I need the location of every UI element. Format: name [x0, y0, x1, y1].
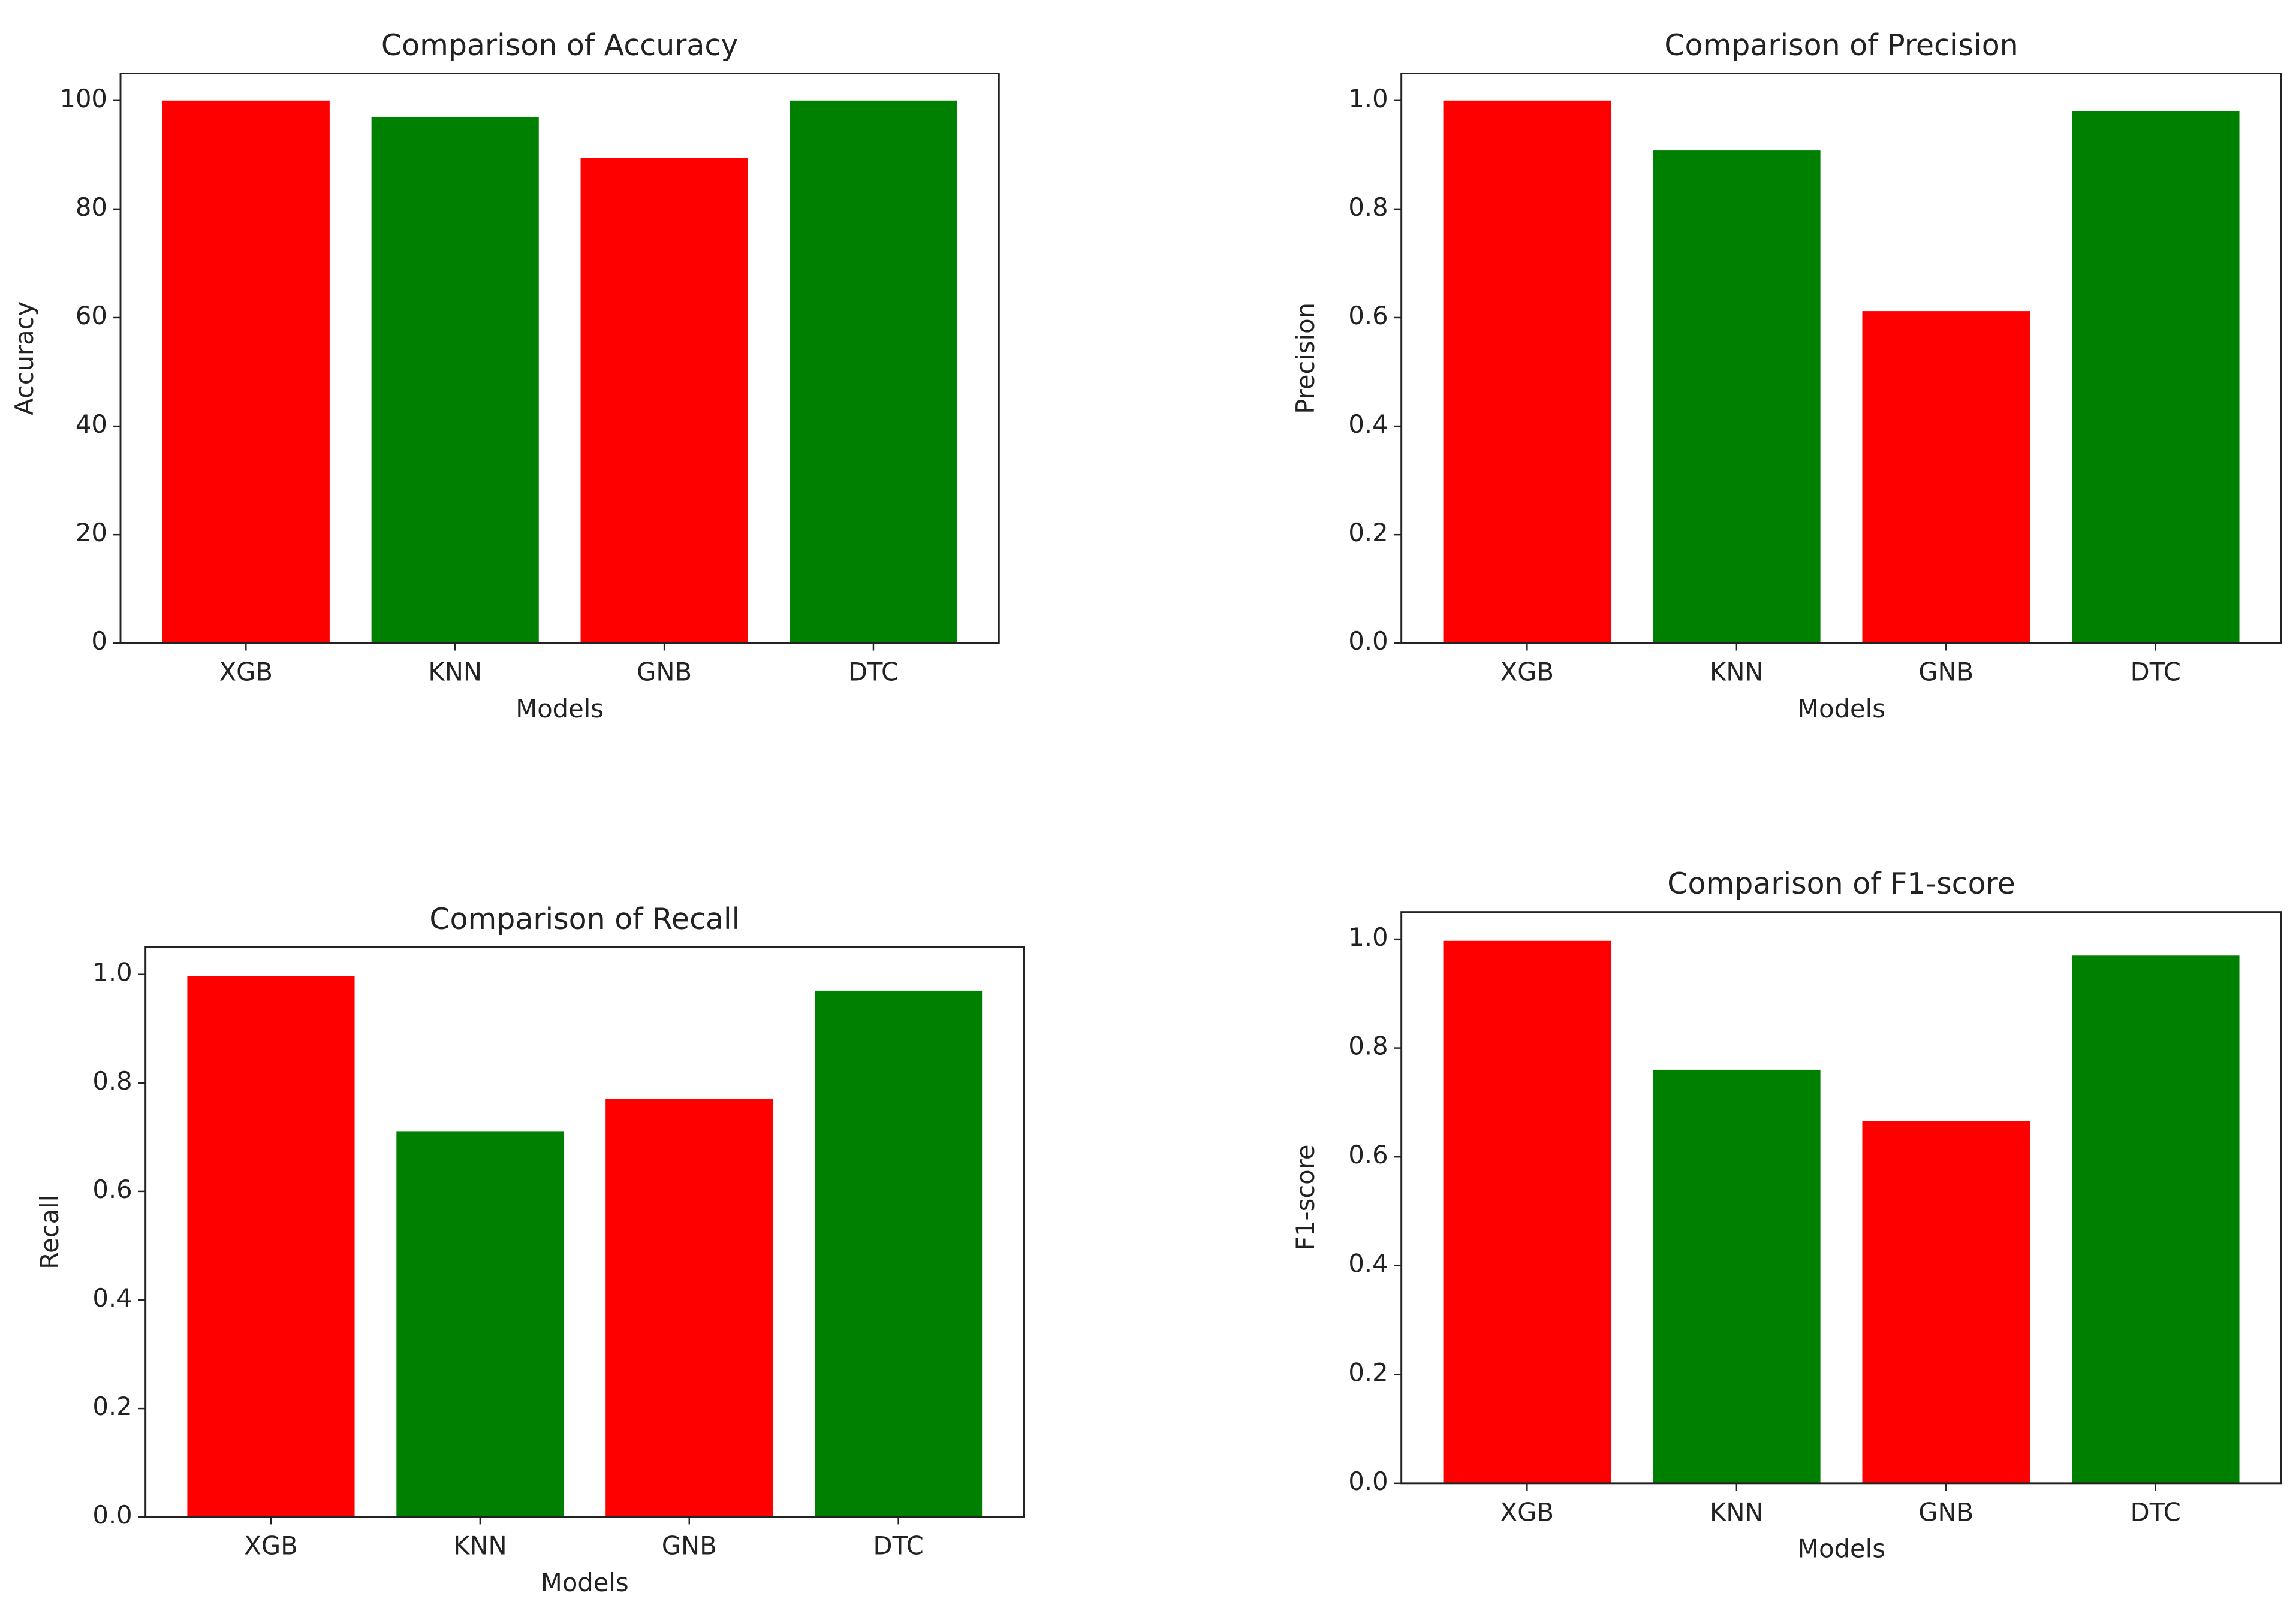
- y-tick-label: 0.0: [1348, 1467, 1388, 1496]
- x-tick-label: DTC: [848, 657, 899, 687]
- x-tick-label: GNB: [1918, 657, 1973, 687]
- plot-frame: [119, 73, 1000, 644]
- x-axis-label: Models: [541, 1568, 629, 1597]
- x-tick-label: KNN: [1710, 1497, 1764, 1526]
- bar: [815, 990, 983, 1518]
- y-tick-label: 0.8: [1348, 192, 1388, 222]
- plot-frame: [144, 946, 1025, 1518]
- chart: 0 20 40 60 80 100 XGB KNN GNB DTC Comparison of Ac…: [10, 28, 1000, 723]
- y-axis-label: Precision: [1291, 303, 1320, 414]
- y-tick-label: 0.8: [1348, 1031, 1388, 1061]
- y-tick-label: 60: [76, 301, 107, 330]
- y-axis-label: F1-score: [1291, 1145, 1320, 1251]
- y-tick-label: 0.4: [92, 1283, 132, 1313]
- bar: [1443, 100, 1611, 644]
- y-tick-label: 1.0: [92, 958, 132, 987]
- y-tick-label: 0.0: [92, 1500, 132, 1529]
- chart: 0.0 0.2 0.4 0.6 0.8 1.0 XGB KNN GNB DTC Comparison…: [1291, 28, 2282, 723]
- bar: [1862, 311, 2030, 644]
- x-axis-label: Models: [1797, 694, 1885, 723]
- bar: [396, 1131, 564, 1518]
- y-tick-label: 0: [91, 626, 107, 656]
- bar: [2071, 110, 2240, 644]
- y-tick-label: 80: [76, 192, 107, 222]
- x-axis-label: Models: [516, 694, 604, 723]
- plot-frame: [1400, 911, 2282, 1485]
- y-tick-label: 0.2: [92, 1392, 132, 1421]
- y-tick-label: 0.4: [1348, 409, 1388, 439]
- y-axis-label: Accuracy: [10, 301, 39, 415]
- bar: [790, 100, 957, 644]
- y-tick-label: 20: [76, 518, 107, 547]
- bar: [605, 1099, 773, 1518]
- y-tick-label: 1.0: [1348, 922, 1388, 952]
- chart-title: Comparison of F1-score: [1667, 867, 2015, 901]
- bar: [580, 158, 748, 644]
- x-tick-label: DTC: [2131, 657, 2181, 687]
- x-tick-label: XGB: [1500, 1497, 1554, 1526]
- chart-title: Comparison of Accuracy: [381, 28, 738, 62]
- y-tick-label: 0.2: [1348, 1357, 1388, 1387]
- y-tick-label: 1.0: [1348, 84, 1388, 113]
- x-tick-label: GNB: [637, 657, 692, 687]
- chart-title: Comparison of Precision: [1664, 28, 2018, 62]
- bar: [371, 116, 539, 644]
- bar: [1653, 1069, 1821, 1483]
- bar: [1653, 150, 1821, 644]
- x-tick-label: DTC: [2131, 1497, 2181, 1526]
- x-axis-label: Models: [1797, 1534, 1885, 1564]
- x-tick-label: DTC: [873, 1531, 924, 1561]
- y-tick-label: 40: [76, 409, 107, 439]
- bar: [2071, 955, 2240, 1483]
- x-tick-label: KNN: [453, 1531, 507, 1561]
- chart-title: Comparison of Recall: [429, 902, 740, 936]
- bar: [187, 976, 355, 1518]
- x-tick-label: XGB: [244, 1531, 297, 1561]
- y-tick-label: 0.4: [1348, 1249, 1388, 1278]
- y-tick-label: 0.2: [1348, 518, 1388, 547]
- x-tick-label: KNN: [1710, 657, 1764, 687]
- x-tick-label: XGB: [219, 657, 273, 687]
- y-tick-label: 100: [59, 84, 107, 113]
- x-tick-label: GNB: [1918, 1497, 1973, 1526]
- y-tick-label: 0.6: [1348, 1140, 1388, 1169]
- x-tick-label: XGB: [1500, 657, 1554, 687]
- y-tick-label: 0.8: [92, 1066, 132, 1096]
- y-axis-label: Recall: [35, 1195, 64, 1269]
- plot-frame: [1400, 73, 2282, 644]
- y-tick-label: 0.6: [92, 1175, 132, 1204]
- bar: [162, 100, 330, 644]
- bar: [1443, 940, 1611, 1483]
- y-tick-label: 0.6: [1348, 301, 1388, 330]
- x-tick-label: GNB: [662, 1531, 717, 1561]
- chart: 0.0 0.2 0.4 0.6 0.8 1.0 XGB KNN GNB DTC Comparison…: [1291, 867, 2282, 1564]
- bar: [1862, 1121, 2030, 1483]
- y-tick-label: 0.0: [1348, 626, 1388, 656]
- x-tick-label: KNN: [428, 657, 482, 687]
- chart: 0.0 0.2 0.4 0.6 0.8 1.0 XGB KNN GNB DTC Comparison…: [35, 902, 1025, 1597]
